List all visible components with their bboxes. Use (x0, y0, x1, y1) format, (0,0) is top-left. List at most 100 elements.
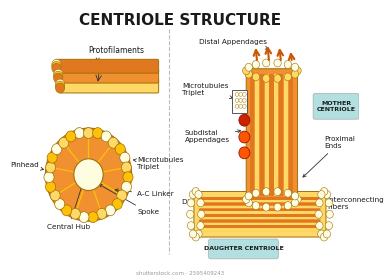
Circle shape (262, 59, 270, 67)
Bar (199, 197, 321, 200)
Circle shape (197, 222, 204, 230)
Bar (260, 74, 264, 197)
Bar (279, 74, 284, 197)
FancyBboxPatch shape (313, 94, 359, 119)
Circle shape (274, 59, 281, 67)
Circle shape (108, 137, 118, 148)
Circle shape (245, 63, 252, 71)
FancyBboxPatch shape (194, 192, 326, 237)
Circle shape (55, 79, 65, 89)
Circle shape (284, 60, 292, 69)
Bar (199, 211, 321, 214)
Circle shape (235, 104, 239, 108)
Circle shape (262, 74, 270, 82)
FancyBboxPatch shape (209, 239, 278, 259)
Circle shape (274, 203, 281, 211)
Circle shape (326, 210, 333, 218)
Circle shape (243, 104, 246, 108)
Circle shape (97, 208, 107, 219)
Circle shape (83, 128, 94, 139)
Circle shape (197, 199, 204, 207)
Circle shape (252, 60, 259, 69)
Circle shape (101, 131, 111, 142)
Circle shape (315, 210, 322, 218)
Bar (274, 74, 278, 197)
Circle shape (192, 233, 199, 241)
Text: Subdistal
Appendages: Subdistal Appendages (185, 130, 241, 143)
Circle shape (112, 199, 122, 209)
Text: Microtubules
Triplet: Microtubules Triplet (133, 157, 184, 170)
Circle shape (74, 128, 84, 139)
Circle shape (243, 67, 250, 75)
Circle shape (195, 230, 202, 238)
Circle shape (274, 188, 281, 196)
Circle shape (192, 188, 199, 195)
Text: Pinhead: Pinhead (11, 162, 44, 170)
FancyBboxPatch shape (246, 69, 298, 201)
Circle shape (70, 208, 80, 219)
Bar (199, 209, 321, 211)
Circle shape (54, 69, 63, 79)
Circle shape (316, 199, 323, 207)
Circle shape (187, 199, 195, 207)
Circle shape (105, 205, 115, 216)
Circle shape (198, 210, 205, 218)
Circle shape (55, 83, 65, 93)
FancyBboxPatch shape (55, 59, 159, 73)
FancyBboxPatch shape (199, 197, 321, 231)
Text: A-C Linker: A-C Linker (115, 189, 174, 197)
FancyBboxPatch shape (59, 79, 159, 93)
Circle shape (318, 230, 325, 238)
Circle shape (186, 210, 194, 218)
Circle shape (45, 128, 131, 221)
Circle shape (284, 202, 292, 209)
Circle shape (117, 190, 127, 201)
Circle shape (239, 131, 250, 143)
Circle shape (195, 191, 202, 199)
Circle shape (252, 202, 259, 209)
Circle shape (55, 199, 65, 209)
Bar (199, 217, 321, 219)
Circle shape (323, 230, 331, 238)
Circle shape (47, 152, 57, 163)
Circle shape (52, 63, 61, 73)
Circle shape (92, 128, 103, 139)
Circle shape (294, 67, 301, 75)
Bar (199, 203, 321, 205)
Circle shape (79, 212, 89, 223)
Circle shape (62, 205, 72, 216)
Bar (199, 214, 321, 216)
Circle shape (115, 144, 125, 155)
Circle shape (235, 98, 239, 102)
Circle shape (291, 199, 299, 207)
Circle shape (59, 137, 69, 148)
Circle shape (318, 191, 325, 199)
Circle shape (239, 104, 243, 108)
Circle shape (52, 59, 61, 69)
Text: Protofilaments: Protofilaments (89, 46, 145, 61)
Circle shape (321, 188, 328, 195)
Circle shape (252, 73, 259, 81)
Circle shape (262, 203, 270, 211)
Circle shape (325, 199, 333, 207)
Circle shape (121, 181, 131, 192)
Circle shape (187, 222, 195, 230)
Circle shape (262, 188, 270, 196)
Bar (199, 220, 321, 222)
Circle shape (291, 63, 299, 71)
Circle shape (291, 70, 299, 78)
Circle shape (291, 192, 299, 200)
Circle shape (51, 144, 62, 155)
Circle shape (55, 81, 65, 91)
Circle shape (239, 98, 243, 102)
Circle shape (123, 172, 133, 183)
Circle shape (190, 230, 197, 238)
Circle shape (284, 189, 292, 197)
Text: Interconnecting
Fibers: Interconnecting Fibers (314, 197, 384, 210)
Bar (250, 74, 254, 197)
Bar (269, 74, 274, 197)
Circle shape (245, 199, 252, 207)
Text: DAUGHTER CENTRIOLE: DAUGHTER CENTRIOLE (204, 246, 283, 251)
Circle shape (294, 195, 301, 203)
Text: Distal Ends: Distal Ends (182, 199, 222, 211)
